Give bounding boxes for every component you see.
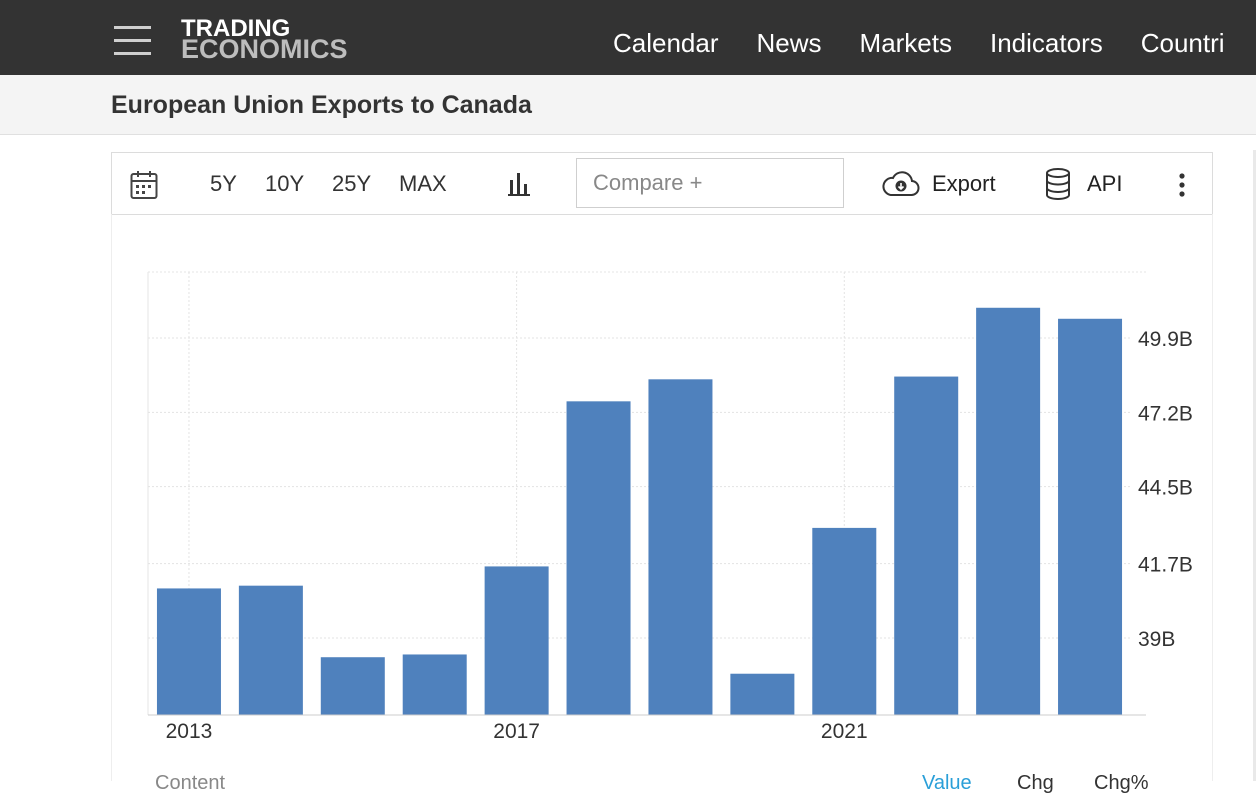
main-nav: Calendar News Markets Indicators Countri	[613, 28, 1256, 59]
bar-2020	[730, 673, 795, 715]
x-tick-label: 2013	[166, 720, 213, 743]
y-tick-label: 44.5B	[1138, 477, 1193, 500]
range-max-button[interactable]: MAX	[399, 171, 447, 196]
y-tick-label: 49.9B	[1138, 328, 1193, 351]
more-options-icon[interactable]	[1178, 173, 1186, 202]
chart-toolbar: 5Y 10Y 25Y MAX Export API	[111, 152, 1213, 215]
database-api-icon[interactable]	[1045, 168, 1071, 205]
bar-2024	[1058, 318, 1123, 715]
y-tick-label: 39B	[1138, 628, 1175, 651]
logo-line1: TRADING	[181, 15, 291, 42]
bar-2023	[976, 307, 1041, 715]
bar-2015	[320, 657, 385, 715]
nav-markets[interactable]: Markets	[859, 28, 952, 58]
nav-indicators[interactable]: Indicators	[990, 28, 1103, 58]
cloud-download-icon[interactable]	[882, 170, 920, 203]
bar-2013	[156, 588, 221, 715]
x-tick-label: 2021	[821, 720, 868, 743]
range-25y-button[interactable]: 25Y	[332, 171, 372, 196]
nav-news[interactable]: News	[756, 28, 822, 58]
hamburger-menu-icon[interactable]	[114, 26, 151, 56]
range-5y-button[interactable]: 5Y	[210, 171, 237, 196]
nav-countries[interactable]: Countri	[1140, 28, 1225, 58]
export-button[interactable]: Export	[932, 171, 996, 196]
bar-2019	[648, 379, 713, 715]
top-navigation-bar: TRADING ECONOMICS Calendar News Markets Ind…	[0, 0, 1256, 75]
bar-2016	[402, 654, 467, 715]
bar-2021	[812, 527, 877, 715]
y-tick-label: 41.7B	[1138, 554, 1193, 577]
y-tick-label: 47.2B	[1138, 402, 1193, 425]
tab-chg[interactable]: Chg	[1017, 772, 1054, 794]
chart-type-bar-icon[interactable]	[508, 171, 532, 202]
nav-calendar[interactable]: Calendar	[613, 28, 719, 58]
scrollbar-edge	[1253, 150, 1256, 781]
x-tick-label: 2017	[493, 720, 540, 743]
content-label: Content	[155, 772, 226, 794]
chart-panel	[111, 214, 1213, 781]
page-title: European Union Exports to Canada	[111, 91, 532, 119]
range-10y-button[interactable]: 10Y	[265, 171, 305, 196]
logo-line2: ECONOMICS	[181, 34, 348, 64]
api-button[interactable]: API	[1087, 171, 1123, 196]
tab-value[interactable]: Value	[922, 772, 972, 794]
bar-2017	[484, 566, 549, 715]
trading-economics-logo[interactable]: TRADING ECONOMICS	[181, 15, 348, 64]
tab-chg-percent[interactable]: Chg%	[1094, 772, 1149, 794]
bar-2018	[566, 401, 631, 715]
compare-input[interactable]	[576, 158, 844, 208]
calendar-icon[interactable]	[130, 170, 158, 205]
bar-2022	[894, 376, 959, 715]
title-bar: European Union Exports to Canada	[0, 75, 1256, 135]
bar-2014	[238, 585, 303, 715]
